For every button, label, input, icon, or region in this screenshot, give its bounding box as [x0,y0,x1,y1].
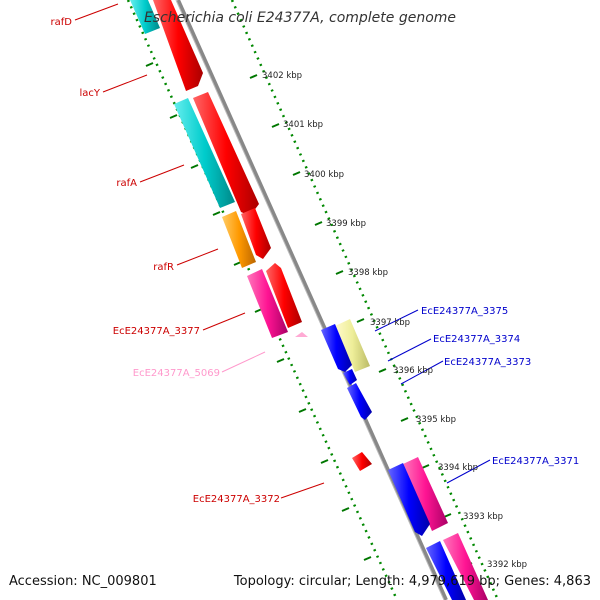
label-leader-pink [221,351,266,373]
gene-label: lacY [79,88,100,99]
label-leaders-right [374,309,491,484]
gene-label: EcE24377A_3374 [433,334,520,345]
scale-label: 3401 kbp [283,120,323,130]
scale-label: 3402 kbp [262,71,302,81]
scale-labels: 3402 kbp 3401 kbp 3400 kbp 3399 kbp 3398… [262,71,527,570]
map-title: Escherichia coli E24377A, complete genom… [143,10,457,26]
scale-label: 3396 kbp [393,366,433,376]
label-leaders-left [74,3,325,499]
gene-small-blue [343,369,357,385]
scale-label: 3398 kbp [348,268,388,278]
gene-3371-magenta [403,457,448,531]
scale-label: 3399 kbp [326,219,366,229]
gene-lacY [174,98,235,208]
gene-labels-right: EcE24377A_3375 EcE24377A_3374 EcE24377A_… [421,306,579,467]
gene-label: EcE24377A_3375 [421,306,508,317]
gene-bottom-mag [443,533,488,600]
gene-bottom-blue [426,541,466,600]
gene-red-1 [153,0,203,91]
gene-label: rafR [153,262,174,273]
scale-label: 3393 kbp [463,512,503,522]
left-ruler [126,0,399,600]
gene-label: EcE24377A_5069 [133,368,220,379]
scale-label: 3395 kbp [416,415,456,425]
scale-label: 3400 kbp [304,170,344,180]
gene-features [130,0,372,471]
gene-red-2 [193,92,259,216]
right-ruler [230,0,500,600]
gene-label: rafD [51,17,73,28]
gene-red-3 [241,208,271,259]
gene-5069 [295,332,308,337]
gene-3373 [347,383,372,420]
accession-text: Accession: NC_009801 [9,574,157,589]
scale-label: 3392 kbp [487,560,527,570]
scale-label: 3394 kbp [438,463,478,473]
gene-labels-left: rafD lacY rafA rafR EcE24377A_3377 EcE24… [51,17,280,505]
gene-rafA [222,211,256,268]
gene-rafD [130,0,160,34]
gene-3372 [352,452,372,471]
left-ruler-ticks [145,62,372,561]
gene-features-right [321,319,488,600]
gene-3375 [335,319,370,372]
gene-red-4 [266,263,302,328]
scale-label: 3397 kbp [370,318,410,328]
right-ruler-ticks [249,74,473,567]
gene-label: EcE24377A_3371 [492,456,579,467]
gene-3371-blue [388,463,430,536]
gene-label: rafA [116,178,137,189]
gene-label: EcE24377A_3372 [193,494,280,505]
gene-label: EcE24377A_3373 [444,357,531,368]
gene-3374 [321,324,352,372]
topology-text: Topology: circular; Length: 4,979,619 bp… [233,574,591,589]
gene-label: EcE24377A_3377 [113,326,200,337]
gene-rafR [247,269,288,338]
